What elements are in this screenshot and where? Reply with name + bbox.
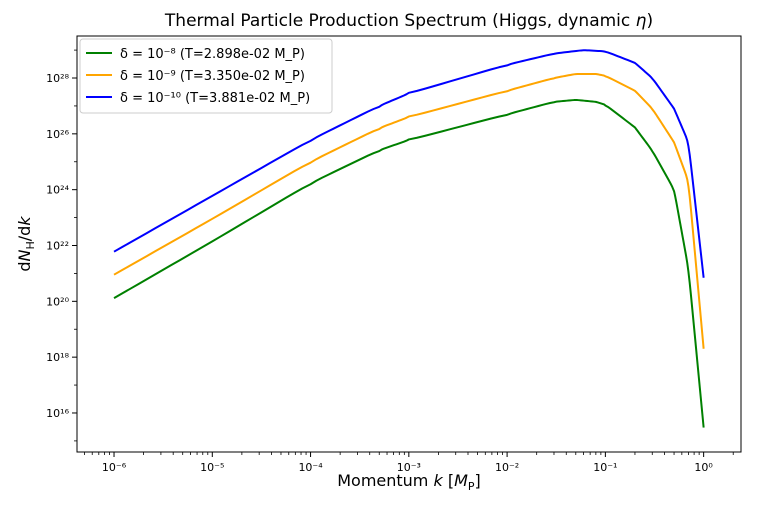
x-axis-title: Momentum k [MP] bbox=[337, 471, 481, 493]
y-tick-label: 10²⁶ bbox=[46, 128, 69, 141]
x-tick-label: 10⁻⁴ bbox=[298, 461, 323, 474]
x-tick-label: 10⁻³ bbox=[397, 461, 421, 474]
x-tick-label: 10⁻¹ bbox=[593, 461, 617, 474]
x-tick-label: 10⁻² bbox=[495, 461, 519, 474]
series-line-3 bbox=[113, 49, 705, 278]
y-tick-label: 10¹⁸ bbox=[46, 351, 69, 364]
y-tick-label: 10²² bbox=[46, 239, 69, 252]
legend-box bbox=[79, 38, 333, 114]
legend-label: δ = 10⁻⁸ (T=2.898e-02 M_P) bbox=[120, 47, 305, 62]
legend-label: δ = 10⁻¹⁰ (T=3.881e-02 M_P) bbox=[120, 91, 310, 106]
y-tick-label: 10²⁸ bbox=[46, 72, 69, 85]
chart-title: Thermal Particle Production Spectrum (Hi… bbox=[164, 11, 653, 31]
x-tick-label: 10⁰ bbox=[694, 461, 713, 474]
series-group bbox=[113, 49, 705, 428]
x-tick-label: 10⁻⁵ bbox=[200, 461, 224, 474]
series-line-1 bbox=[113, 99, 705, 428]
legend: δ = 10⁻⁸ (T=2.898e-02 M_P) δ = 10⁻⁹ (T=3.… bbox=[79, 38, 333, 114]
y-tick-label: 10¹⁶ bbox=[46, 407, 69, 420]
tick-group: 10⁻⁶ 10⁻⁵ 10⁻⁴ 10⁻³ 10⁻² 10⁻¹ 10⁰ 10¹⁶ 10¹⁸ 10²⁰ 1… bbox=[46, 49, 734, 474]
x-tick-label: 10⁻⁶ bbox=[102, 461, 127, 474]
y-axis-title: dNH/dk bbox=[15, 216, 37, 272]
legend-label: δ = 10⁻⁹ (T=3.350e-02 M_P) bbox=[120, 69, 305, 84]
y-tick-label: 10²⁰ bbox=[46, 295, 69, 308]
series-line-2 bbox=[113, 72, 705, 349]
y-tick-label: 10²⁴ bbox=[46, 184, 69, 197]
